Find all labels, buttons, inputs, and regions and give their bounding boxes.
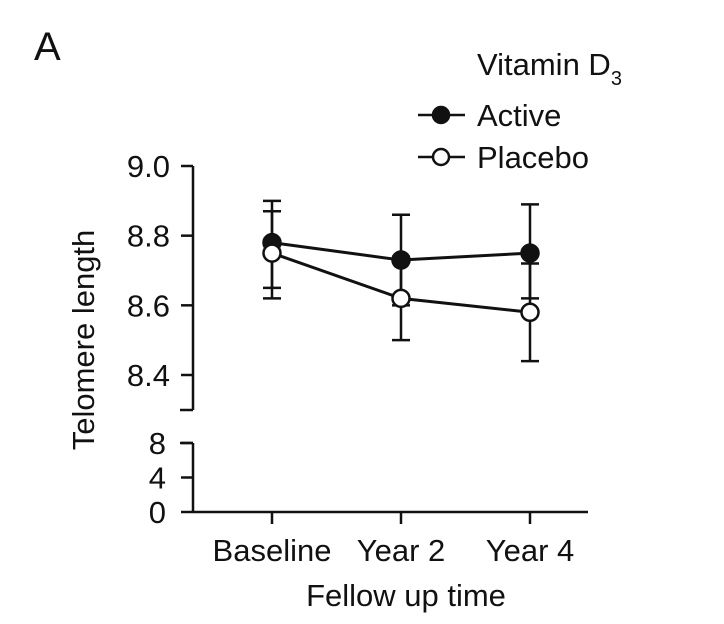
legend-placebo-marker [431, 147, 451, 167]
legend-title-sub: 3 [611, 68, 622, 90]
legend-active-label: Active [477, 98, 561, 133]
y-tick-label: 4 [149, 461, 166, 496]
data-point-placebo [520, 302, 540, 323]
x-axis-label: Fellow up time [306, 578, 506, 613]
panel-label: A [34, 25, 61, 69]
x-tick-label: Baseline [213, 533, 332, 568]
y-ticks: 8.4 8.6 8.8 9.0 048 [127, 149, 193, 530]
data-point-active [391, 250, 411, 270]
y-axis-label: Telomere length [66, 230, 101, 451]
legend-title-main: Vitamin D [477, 47, 611, 82]
legend-placebo-label: Placebo [477, 140, 589, 175]
legend-title: Vitamin D3 [477, 47, 622, 90]
y-tick-label: 9.0 [127, 149, 170, 184]
data-point-placebo [262, 243, 282, 263]
data-point-placebo [391, 288, 411, 309]
y-tick-label: 8.6 [127, 288, 170, 323]
legend: Vitamin D3 Active Placebo [418, 47, 622, 175]
y-tick-label: 8.8 [127, 219, 170, 254]
y-tick-label: 8 [149, 426, 166, 461]
legend-active-marker [431, 105, 451, 125]
x-tick-label: Year 4 [486, 533, 575, 568]
data-point-active [520, 243, 540, 263]
x-ticks: Baseline Year 2 Year 4 [213, 512, 575, 568]
y-tick-label: 8.4 [127, 358, 170, 393]
x-tick-label: Year 2 [357, 533, 446, 568]
y-tick-label: 0 [149, 495, 166, 530]
series-layer [262, 199, 540, 363]
axes [180, 166, 588, 514]
